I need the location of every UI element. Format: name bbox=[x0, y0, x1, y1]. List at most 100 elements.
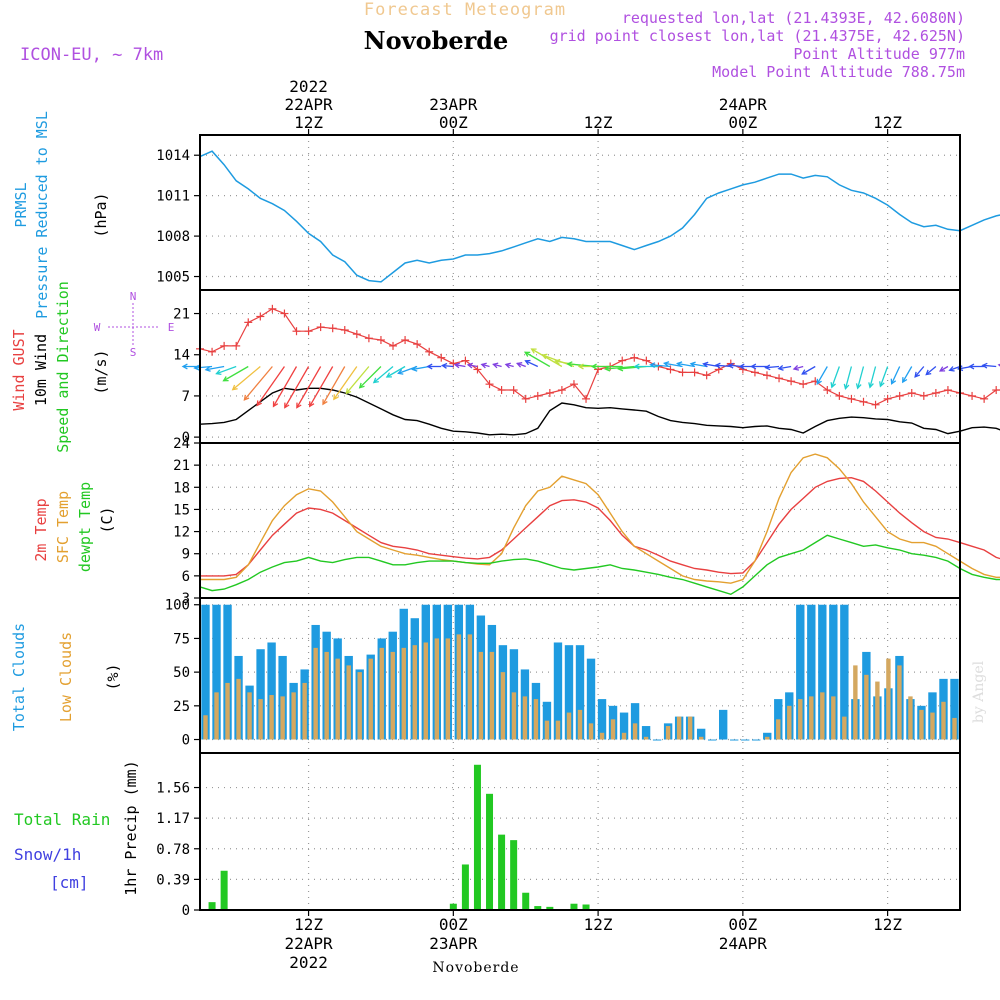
dewpt-label: dewpt Temp bbox=[76, 482, 94, 572]
wind-arrow-head bbox=[193, 364, 200, 371]
pressure-line bbox=[199, 150, 1000, 283]
pressure-desc-label: Pressure Reduced to MSL bbox=[33, 111, 51, 319]
wind-arrow-head bbox=[590, 363, 597, 370]
low-cloud-bar bbox=[886, 658, 891, 740]
rain-bar bbox=[522, 892, 530, 910]
total-cloud-bar bbox=[696, 728, 706, 740]
low-cloud-bar bbox=[676, 716, 682, 740]
low-cloud-bar bbox=[842, 716, 847, 740]
low-cloud-bar bbox=[853, 665, 858, 740]
low-cloud-bar bbox=[952, 717, 957, 740]
low-cloud-bar bbox=[809, 696, 814, 740]
wind-arrow bbox=[914, 366, 925, 378]
wind-arrow bbox=[949, 365, 961, 371]
total-cloud-bar bbox=[267, 642, 276, 740]
model-altitude: Model Point Altitude 788.75m bbox=[712, 63, 965, 81]
chart-title: Forecast Meteogram bbox=[364, 0, 566, 20]
low-cloud-bar bbox=[820, 692, 825, 740]
low-cloud-bar bbox=[643, 736, 649, 740]
low-cloud-bar bbox=[908, 696, 913, 740]
panel-frame bbox=[199, 752, 961, 911]
wind-arrow bbox=[216, 365, 237, 375]
low-cloud-bar bbox=[379, 647, 384, 740]
requested-coords: requested lon,lat (21.4393E, 42.6080N) bbox=[622, 9, 965, 27]
total-cloud-bar bbox=[597, 699, 607, 740]
top-time-label: 24APR bbox=[719, 95, 768, 114]
precip-unit: 1hr Precip (mm) bbox=[122, 760, 140, 895]
low-cloud-bar bbox=[698, 736, 704, 740]
wind-arrow-head bbox=[702, 361, 709, 368]
wind-arrow-head bbox=[649, 362, 656, 369]
wind-arrow-head bbox=[453, 362, 461, 369]
wind-arrow-head bbox=[750, 363, 757, 370]
low-cloud-bar bbox=[456, 634, 462, 740]
y-tick-label: 75 bbox=[173, 631, 190, 647]
low-cloud-bar bbox=[588, 723, 594, 740]
bottom-time-label: 24APR bbox=[719, 934, 768, 953]
y-tick-label: 1.17 bbox=[156, 811, 190, 827]
wind-arrow bbox=[309, 366, 334, 407]
low-cloud-bar bbox=[919, 709, 924, 740]
low-cloud-bar bbox=[930, 712, 935, 740]
low-clouds-label: Low Clouds bbox=[57, 632, 75, 722]
low-cloud-bar bbox=[632, 723, 638, 740]
low-cloud-bar bbox=[335, 658, 340, 740]
low-cloud-bar bbox=[776, 719, 781, 740]
total-cloud-bar bbox=[212, 604, 221, 740]
y-tick-label: 21 bbox=[173, 307, 190, 323]
low-cloud-bar bbox=[445, 638, 451, 740]
y-tick-label: 12 bbox=[173, 525, 190, 541]
low-cloud-bar bbox=[467, 634, 473, 740]
wind-arrow bbox=[816, 366, 828, 385]
wind-arrow bbox=[223, 365, 249, 382]
low-cloud-bar bbox=[599, 732, 605, 740]
wind-arrow-head bbox=[372, 377, 379, 384]
wind-arrow-head bbox=[997, 363, 1000, 367]
wind-arrow-head bbox=[296, 402, 302, 409]
y-tick-label: 100 bbox=[165, 598, 190, 614]
t2m-label: 2m Temp bbox=[32, 498, 50, 561]
low-cloud-bar bbox=[566, 712, 572, 740]
footer-location: Novoberde bbox=[432, 960, 519, 976]
low-cloud-bar bbox=[313, 647, 318, 740]
wind-arrow-head bbox=[504, 362, 511, 369]
top-time-label: 23APR bbox=[429, 95, 478, 114]
gridpoint-coords: grid point closest lon,lat (21.4375E, 42… bbox=[550, 27, 965, 45]
wind-arrow-head bbox=[256, 400, 262, 407]
wind-arrow-head bbox=[801, 369, 808, 375]
wind-arrow-head bbox=[181, 363, 188, 370]
snow-label: Snow/1h bbox=[14, 845, 81, 864]
compass-rose: N S W E bbox=[94, 290, 175, 359]
cloud-unit: (%) bbox=[104, 663, 122, 690]
low-cloud-bar bbox=[423, 642, 428, 740]
wind-arrow-head bbox=[523, 351, 531, 357]
low-cloud-bar bbox=[203, 715, 208, 740]
y-tick-label: 1005 bbox=[156, 270, 190, 286]
rain-bar bbox=[534, 906, 542, 910]
gust-line bbox=[199, 308, 1000, 406]
bottom-time-label: 12Z bbox=[294, 915, 323, 934]
bottom-time-label: 00Z bbox=[728, 915, 757, 934]
top-time-label: 12Z bbox=[873, 113, 902, 132]
low-cloud-bar bbox=[765, 736, 770, 740]
location-title: Novoberde bbox=[364, 26, 509, 55]
wind-arrow bbox=[205, 365, 225, 371]
wind-arrow bbox=[677, 362, 695, 368]
wind-arrow bbox=[322, 366, 346, 405]
low-cloud-bar bbox=[214, 692, 219, 740]
total-cloud-bar bbox=[256, 649, 265, 740]
wind-arrow bbox=[284, 366, 310, 408]
low-cloud-bar bbox=[687, 716, 693, 740]
wind10-line bbox=[199, 387, 1000, 436]
y-tick-label: 3 bbox=[182, 591, 190, 607]
wind-arrow-head bbox=[914, 371, 921, 378]
compass-s: S bbox=[130, 346, 137, 359]
low-cloud-bar bbox=[533, 699, 539, 740]
wind-arrow-head bbox=[397, 369, 404, 375]
wind-arrow-head bbox=[676, 361, 683, 368]
wind10-label: 10m Wind bbox=[32, 334, 50, 406]
total-rain-label: Total Rain bbox=[14, 810, 110, 829]
y-tick-label: 0.78 bbox=[156, 842, 190, 858]
total-cloud-bar bbox=[564, 645, 574, 740]
wind-arrow-head bbox=[604, 365, 611, 372]
